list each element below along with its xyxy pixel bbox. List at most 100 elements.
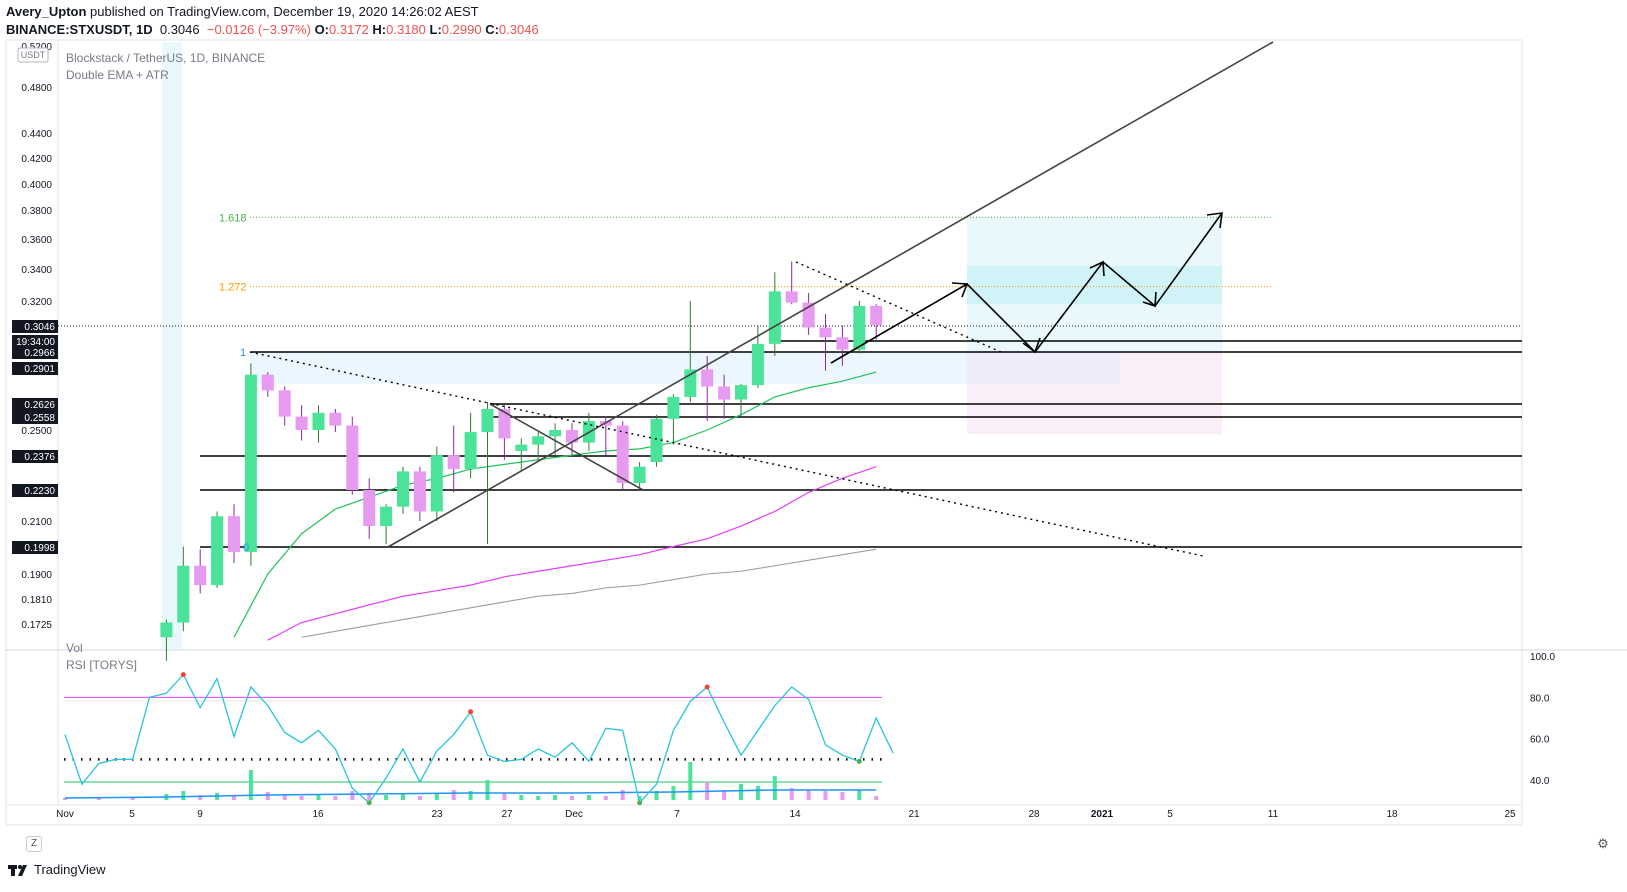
zoom-reset-button[interactable]: Z [26,836,42,852]
candle-body [667,396,680,419]
candle-body [785,291,798,303]
candle-body [650,418,663,463]
volume-bar [434,794,439,800]
volume-bar [401,794,405,800]
fib-labels: 1.618 1.272 1 0 [219,212,249,554]
volume-ma-line [64,789,877,799]
volume-bar [553,795,558,800]
volume-bar [654,791,659,800]
volume-bar [265,792,270,800]
open-value: 0.3172 [329,22,369,37]
volume-bar [570,796,574,800]
candle-body [397,471,409,507]
vol-legend: Vol [66,641,83,655]
rsi-oversold-dot [856,758,862,764]
x-tick-label: 5 [129,809,135,820]
arrowhead [1022,337,1041,354]
volume-bar [806,790,811,800]
candles-layer [160,261,883,661]
y-tick-label: 0.1900 [21,570,52,581]
x-tick-label: 25 [1504,809,1516,820]
x-tick-label: 7 [674,809,680,820]
volume-bar [637,796,642,800]
candle-body [244,374,257,552]
volume-bar [688,762,693,800]
time-axis[interactable]: Nov 5 9 16 23 27 Dec 7 14 21 28 2021 5 11 18 25 [56,809,1516,820]
tradingview-footer[interactable]: TradingView [8,862,106,877]
candle-body [633,466,646,484]
price-axis[interactable]: 0.52000.48000.44000.42000.40000.38000.36… [21,42,52,631]
rsi-pane: 100.0 80.0 60.0 40.0 [63,652,1555,806]
candle-body [515,444,528,451]
candle-body [751,343,764,386]
price-tag-box [12,484,58,497]
close-label: C: [485,22,499,37]
gear-icon[interactable]: ⚙ [1597,836,1609,851]
arrowhead [1206,212,1223,229]
price-tags: 0.3046 19:34:000.2966 0.2901 0.2626 0.2558 0.… [12,320,58,554]
x-tick-label: 28 [1028,809,1040,820]
volume-bar [451,790,456,800]
volume-bar [739,784,743,800]
symbol-line: BINANCE:STXUSDT, 1D 0.3046 −0.0126 (−3.9… [6,22,539,37]
price-change: −0.0126 (−3.97%) [206,22,311,37]
high-label: H: [372,22,387,37]
descending-channel-line [489,403,644,491]
volume-bar [384,795,389,800]
volume-bar [874,796,879,800]
author-name[interactable]: Avery_Upton [6,4,87,19]
drawings-layer [249,41,1274,557]
volume-bar [671,786,676,800]
candle-body [329,412,342,426]
y-tick-label: 0.4000 [21,180,52,191]
ema-lines [233,371,877,641]
volume-bar [232,796,236,800]
volume-bar [586,795,591,800]
price-tag-box [12,335,58,348]
candle-body [532,436,545,445]
candle-body [346,425,359,490]
rsi-oversold-dot [366,800,372,806]
candle-body [447,455,460,470]
y-tick-label: 0.1810 [21,595,52,606]
volume-bar [789,788,794,800]
price-tag-label: 0.2901 [24,364,55,375]
x-tick-label: Dec [565,809,583,820]
arrowhead [951,282,969,298]
target-zone [967,217,1222,352]
volume-bar [620,790,625,800]
session-highlight [162,42,182,650]
fib-label: 1.618 [219,212,247,224]
volume-bar [333,796,338,800]
price-tag-box [12,411,58,424]
wedge-top-dotted [795,261,1002,353]
publish-info: published on TradingView.com, December 1… [86,4,479,19]
x-tick-label: 14 [789,809,801,820]
ema-slow-line [301,548,877,638]
ascending-trendline [387,41,1274,548]
rsi-tick-label: 60.0 [1530,735,1550,746]
y-tick-label: 0.3600 [21,235,52,246]
currency-badge [17,47,49,63]
indicator-legend: Double EMA + ATR [66,68,169,82]
candle-body [380,506,393,527]
tradingview-logo-icon [8,864,27,876]
volume-bar [181,791,186,800]
low-label: L: [429,22,442,37]
candle-body [836,337,849,350]
publish-line: Avery_Upton published on TradingView.com… [6,4,479,19]
stop-zone [967,352,1222,435]
candle-body [194,565,207,586]
candle-body [211,516,224,586]
last-price: 0.3046 [159,22,200,37]
candle-body [481,408,494,433]
y-tick-label: 0.2500 [21,426,52,437]
volume-bar [722,790,727,800]
rsi-overbought-dot [180,672,186,678]
open-label: O: [314,22,330,37]
arrowhead [1089,260,1105,277]
candle-body [228,516,240,552]
price-tag-box [12,541,58,554]
y-tick-label: 0.3800 [21,206,52,217]
